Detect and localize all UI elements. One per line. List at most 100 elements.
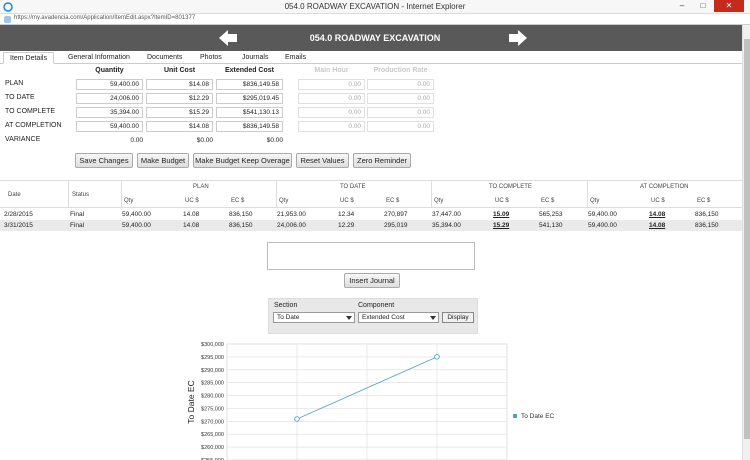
field-uc[interactable]: $15.29 (146, 107, 213, 118)
col-extended-cost: Extended Cost (224, 67, 274, 74)
next-arrow-icon[interactable] (509, 30, 527, 46)
row-value: 59,400.00 (588, 222, 617, 229)
y-tick-label: $295,000 (201, 355, 224, 361)
component-label: Component (358, 302, 395, 309)
sub-header: UC $ (495, 198, 509, 204)
make-budget-keep-overage-button[interactable]: Make Budget Keep Overage (193, 153, 292, 168)
reset-values-button[interactable]: Reset Values (296, 153, 349, 168)
field-uc[interactable]: $14.08 (146, 79, 213, 90)
y-tick-label: $285,000 (201, 381, 224, 387)
row-status: Final (70, 211, 85, 218)
chevron-down-icon (430, 316, 436, 320)
sub-header: EC $ (541, 198, 555, 204)
field-pr: 0.00 (367, 93, 434, 104)
tab-photos[interactable]: Photos (200, 54, 222, 61)
item-title: 054.0 ROADWAY EXCAVATION (309, 33, 441, 43)
tab-bar: Item Details General Information Documen… (0, 51, 750, 64)
row-status: Final (70, 222, 85, 229)
grid-divider (587, 180, 588, 208)
to-date-chart: $300,000 $295,000 $290,000 $285,000 $280,000… (186, 342, 555, 460)
tab-item-details[interactable]: Item Details (3, 52, 54, 64)
field-pr: 0.00 (367, 121, 434, 132)
component-select[interactable]: Extended Cost (358, 312, 439, 323)
legend-label: To Date EC (521, 413, 555, 420)
group-to-complete: TO COMPLETE (489, 184, 532, 190)
address-bar[interactable]: https://my.avadencia.com/Application/Ite… (0, 14, 750, 25)
row-value: 59,400.00 (122, 222, 151, 229)
close-button[interactable]: ✕ (714, 0, 744, 12)
sub-header: Qty (279, 198, 289, 204)
field-qty[interactable]: 24,006.00 (76, 93, 143, 104)
y-tick-label: $290,000 (201, 368, 224, 374)
row-value: 836,150 (229, 222, 253, 229)
grid-divider (276, 180, 277, 208)
row-label: VARIANCE (5, 136, 41, 143)
item-header: 054.0 ROADWAY EXCAVATION (0, 25, 750, 51)
table-row[interactable]: 2/28/2015 Final 59,400.00 14.08 836,150 21,95… (0, 209, 750, 220)
tab-journals[interactable]: Journals (242, 54, 269, 61)
field-qty[interactable]: 35,394.00 (76, 107, 143, 118)
insert-journal-button[interactable]: Insert Journal (344, 273, 400, 288)
field-pr: 0.00 (367, 79, 434, 90)
tab-documents[interactable]: Documents (147, 54, 183, 61)
sub-header: UC $ (340, 198, 354, 204)
field-ec[interactable]: $836,149.58 (216, 121, 283, 132)
site-icon (4, 16, 11, 23)
field-ec[interactable]: $836,149.58 (216, 79, 283, 90)
series-line (296, 356, 438, 420)
header-status: Status (72, 192, 90, 198)
section-label: Section (274, 302, 298, 309)
display-button[interactable]: Display (442, 312, 474, 323)
table-row[interactable]: 3/31/2015 Final 59,400.00 14.08 836,150 24,00… (0, 220, 750, 231)
grid-divider (68, 180, 69, 208)
make-budget-button[interactable]: Make Budget (137, 153, 189, 168)
col-main-hour: Main Hour (314, 67, 349, 74)
sub-header: Qty (124, 198, 134, 204)
field-uc[interactable]: $12.29 (146, 93, 213, 104)
field-ec[interactable]: $295,019.45 (216, 93, 283, 104)
tab-emails[interactable]: Emails (285, 54, 307, 61)
zero-reminder-button[interactable]: Zero Reminder (353, 153, 411, 168)
y-tick-label: $255,000 (201, 458, 224, 460)
section-select[interactable]: To Date (273, 312, 355, 323)
chart-options-panel: Section Component To Date Extended Cost … (268, 298, 478, 334)
scrollbar[interactable] (742, 25, 750, 460)
row-value: 37,447.00 (432, 211, 461, 218)
sub-header: Qty (590, 198, 600, 204)
field-mh: 0.00 (298, 107, 365, 118)
journal-textarea[interactable] (267, 242, 475, 270)
window-title: 054.0 ROADWAY EXCAVATION - Internet Expl… (284, 2, 466, 11)
y-tick-label: $280,000 (201, 394, 224, 400)
previous-arrow-icon[interactable] (219, 30, 237, 46)
minimize-button[interactable]: – (679, 1, 685, 10)
y-tick-label: $275,000 (201, 406, 224, 412)
field-pr: 0.00 (367, 107, 434, 118)
data-point (434, 354, 440, 360)
col-production-rate: Production Rate (373, 67, 428, 74)
field-ec[interactable]: $541,130.13 (216, 107, 283, 118)
maximize-button[interactable]: □ (700, 1, 706, 10)
row-value: 35,394.00 (432, 222, 461, 229)
row-value: 270,897 (384, 211, 408, 218)
sub-header: UC $ (185, 198, 199, 204)
row-value: 15.29 (493, 222, 510, 229)
component-select-value: Extended Cost (362, 314, 405, 321)
group-to-date: TO DATE (340, 184, 366, 190)
save-changes-button[interactable]: Save Changes (75, 153, 133, 168)
field-qty[interactable]: 59,400.00 (76, 79, 143, 90)
col-quantity: Quantity (95, 67, 124, 74)
sub-header: EC $ (697, 198, 711, 204)
address-url[interactable]: https://my.avadencia.com/Application/Ite… (14, 15, 196, 21)
field-qty[interactable]: 59,400.00 (76, 121, 143, 132)
ie-logo-icon (3, 2, 13, 12)
tab-general-information[interactable]: General Information (68, 54, 130, 61)
field-uc[interactable]: $14.08 (146, 121, 213, 132)
row-value: 565,253 (539, 211, 563, 218)
row-value: 14.08 (183, 222, 200, 229)
sub-header: EC $ (386, 198, 400, 204)
col-unit-cost: Unit Cost (163, 67, 196, 74)
scrollbar-thumb[interactable] (744, 39, 750, 439)
row-value: 836,150 (695, 222, 719, 229)
row-value: 14.08 (649, 211, 666, 218)
data-point (294, 416, 300, 422)
